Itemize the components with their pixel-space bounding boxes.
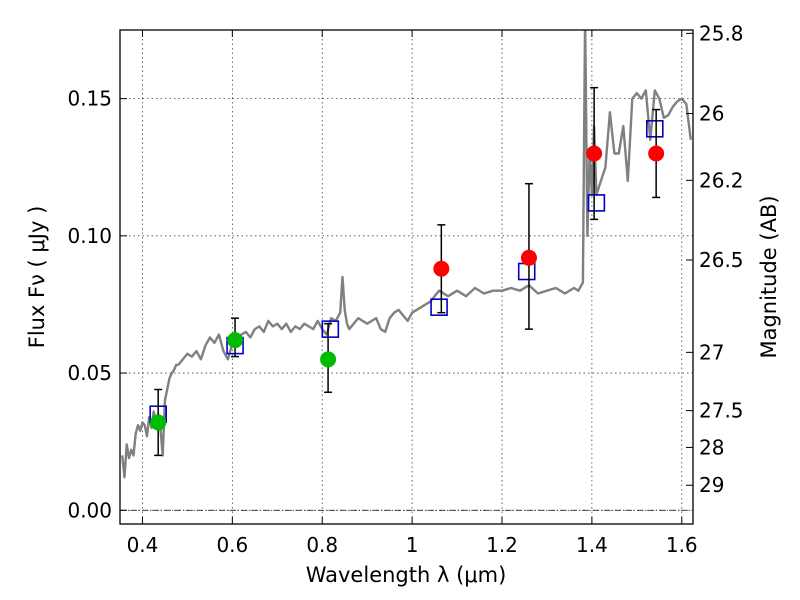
x-tick-label: 0.6 xyxy=(216,533,248,557)
y-tick-label: 0.05 xyxy=(67,361,112,385)
red-data-point xyxy=(648,145,665,162)
x-tick-label: 1.2 xyxy=(486,533,518,557)
mag-tick-label: 29 xyxy=(699,473,724,497)
model-square-marker xyxy=(645,120,664,138)
red-data-point xyxy=(433,260,450,277)
axes-layer: 0.4 0.6 0.8 1 1.2 1.4 1.6 0.00 0.05 0.10 0.15 25.8 2… xyxy=(67,21,743,557)
model-square-marker xyxy=(321,320,340,338)
mag-tick-label: 26.5 xyxy=(699,248,744,272)
sed-template-line xyxy=(121,30,692,479)
green-data-point xyxy=(150,414,167,431)
mag-tick-label: 27.5 xyxy=(699,399,744,423)
y-axis-right-title: Magnitude (AB) xyxy=(757,195,781,358)
model-square-marker xyxy=(517,262,536,281)
x-tick-label: 0.4 xyxy=(127,533,159,557)
model-square-marker xyxy=(587,194,606,212)
mag-tick-label: 27 xyxy=(699,340,724,364)
red-data-point xyxy=(586,145,603,162)
plot-frame xyxy=(119,29,694,525)
mag-tick-label: 28 xyxy=(699,435,724,459)
mag-tick-label: 26.2 xyxy=(699,168,744,192)
x-tick-label: 1 xyxy=(406,533,419,557)
grid-layer xyxy=(120,30,693,524)
y-tick-label: 0.00 xyxy=(67,498,112,522)
green-data-point xyxy=(320,351,337,368)
mag-tick-label: 26 xyxy=(699,102,724,126)
x-tick-label: 0.8 xyxy=(306,533,338,557)
model-square-marker xyxy=(430,298,448,316)
x-tick-label: 1.6 xyxy=(666,533,698,557)
y-axis-title: Flux Fν ( μJy ) xyxy=(25,206,49,349)
x-tick-label: 1.4 xyxy=(576,533,608,557)
y-tick-label: 0.15 xyxy=(67,87,112,111)
red-data-point xyxy=(520,249,537,266)
x-axis-title: Wavelength λ (μm) xyxy=(306,563,507,587)
mag-tick-label: 25.8 xyxy=(699,21,744,45)
green-data-point xyxy=(227,332,244,349)
plot-layer xyxy=(120,30,693,511)
y-tick-label: 0.10 xyxy=(67,224,112,248)
